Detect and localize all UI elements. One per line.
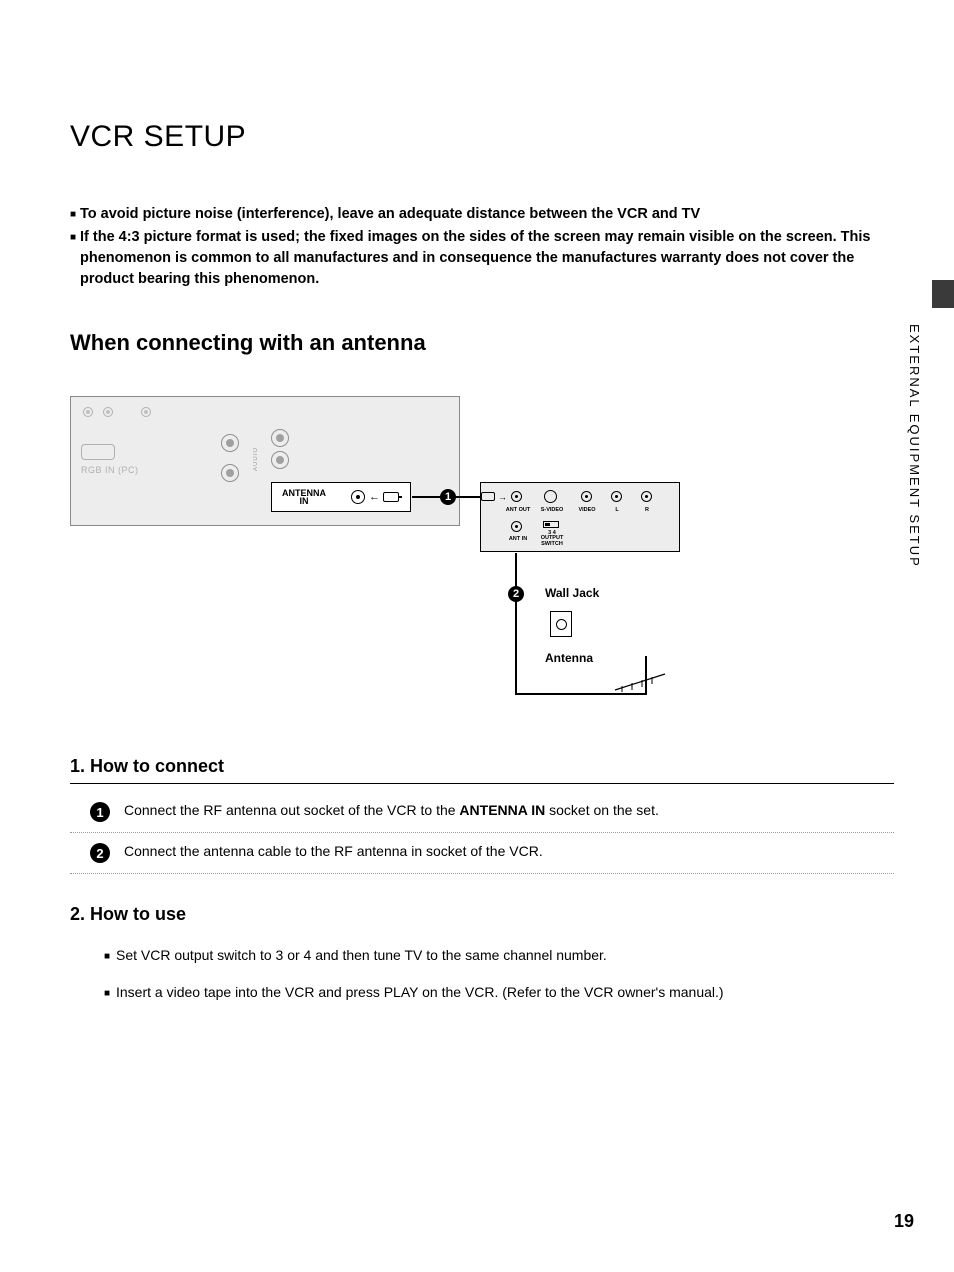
- antenna-socket-icon: [351, 490, 365, 504]
- arrow-left-icon: ←: [369, 491, 380, 503]
- step-row: 1 Connect the RF antenna out socket of t…: [70, 798, 894, 833]
- cable-line: [515, 693, 645, 695]
- how-to-connect-heading: 1. How to connect: [70, 756, 894, 784]
- svideo-port-icon: [544, 490, 557, 503]
- step-text: Connect the RF antenna out socket of the…: [124, 802, 659, 818]
- use-text: Insert a video tape into the VCR and pre…: [116, 982, 724, 1003]
- jack-icon: [141, 407, 151, 417]
- jack-icon: [271, 451, 289, 469]
- antenna-icon: [610, 672, 670, 692]
- coax-plug-icon: [383, 492, 399, 502]
- audio-r-jack-icon: [641, 491, 652, 502]
- step-text: Connect the antenna cable to the RF ante…: [124, 843, 543, 859]
- ant-in-jack-icon: [511, 521, 522, 532]
- bullet-icon: ■: [104, 982, 116, 1003]
- wall-jack-icon: [550, 611, 572, 637]
- step-badge-1: 1: [440, 489, 456, 505]
- audio-jacks: [221, 422, 239, 494]
- audio-l-jack-icon: [611, 491, 622, 502]
- ant-out-jack-icon: [511, 491, 522, 502]
- step-number-badge: 2: [90, 843, 110, 863]
- coax-plug-icon: [481, 492, 495, 501]
- antenna-label: Antenna: [545, 651, 593, 665]
- note-text: To avoid picture noise (interference), l…: [80, 204, 894, 225]
- step-number-badge: 1: [90, 802, 110, 822]
- bullet-icon: ■: [70, 204, 80, 225]
- antenna-in-label: ANTENNA IN: [282, 489, 326, 505]
- output-switch-icon: [543, 521, 559, 528]
- use-text: Set VCR output switch to 3 or 4 and then…: [116, 945, 607, 966]
- how-to-use-heading: 2. How to use: [70, 904, 894, 931]
- note-text: If the 4:3 picture format is used; the f…: [80, 227, 894, 290]
- vga-port-icon: [81, 444, 115, 460]
- wall-jack-label: Wall Jack: [545, 586, 599, 600]
- jack-icon: [83, 407, 93, 417]
- ant-out-label: ANT OUT: [505, 507, 531, 513]
- arrow-right-icon: →: [498, 492, 507, 502]
- note-item: ■ If the 4:3 picture format is used; the…: [70, 227, 894, 290]
- connection-diagram: RGB IN (PC) AUDIO ANTENNA IN ← 1 → ANT O…: [70, 386, 770, 746]
- subtitle: When connecting with an antenna: [70, 330, 894, 356]
- side-tab: [932, 280, 954, 308]
- audio-l-label: L: [612, 507, 622, 513]
- jack-icon: [271, 429, 289, 447]
- jack-icon: [221, 434, 239, 452]
- step-row: 2 Connect the antenna cable to the RF an…: [70, 839, 894, 874]
- audio-jacks-2: [271, 425, 289, 473]
- use-item: ■ Set VCR output switch to 3 or 4 and th…: [70, 945, 894, 966]
- manual-page: EXTERNAL EQUIPMENT SETUP VCR SETUP ■ To …: [0, 0, 954, 1272]
- bullet-icon: ■: [70, 227, 80, 290]
- vcr-back-panel: → ANT OUT S-VIDEO VIDEO L R ANT IN 3 4 O…: [480, 482, 680, 552]
- page-title: VCR SETUP: [70, 120, 894, 154]
- svideo-label: S-VIDEO: [540, 507, 564, 513]
- output-switch-label: OUTPUT SWITCH: [538, 536, 566, 547]
- jack-icon: [103, 407, 113, 417]
- antenna-in-box: ANTENNA IN ←: [271, 482, 411, 512]
- rgb-in-label: RGB IN (PC): [81, 465, 139, 475]
- audio-label: AUDIO: [253, 447, 259, 471]
- video-label: VIDEO: [577, 507, 597, 513]
- notes-block: ■ To avoid picture noise (interference),…: [70, 204, 894, 290]
- ant-in-label: ANT IN: [507, 536, 529, 542]
- use-item: ■ Insert a video tape into the VCR and p…: [70, 982, 894, 1003]
- cable-line: [515, 553, 517, 693]
- video-jack-icon: [581, 491, 592, 502]
- page-number: 19: [894, 1211, 914, 1232]
- audio-r-label: R: [642, 507, 652, 513]
- step-badge-2: 2: [508, 586, 524, 602]
- side-section-label: EXTERNAL EQUIPMENT SETUP: [907, 324, 922, 568]
- jack-icon: [221, 464, 239, 482]
- note-item: ■ To avoid picture noise (interference),…: [70, 204, 894, 225]
- bullet-icon: ■: [104, 945, 116, 966]
